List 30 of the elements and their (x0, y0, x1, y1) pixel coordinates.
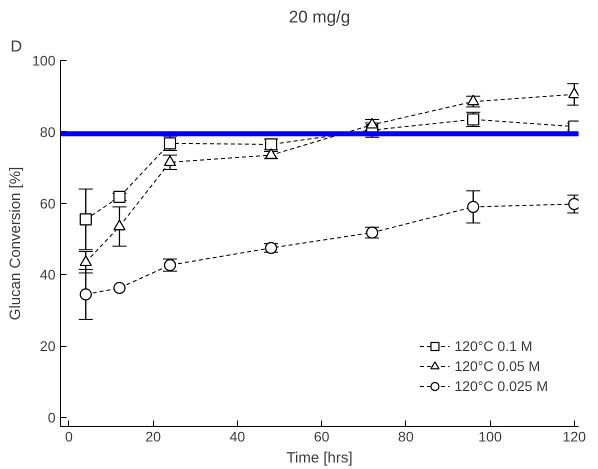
chart-title: 20 mg/g (288, 8, 350, 26)
text: D (10, 38, 22, 56)
y-tick-label: 60 (40, 195, 56, 212)
legend-label: 120°C 0.025 M (454, 378, 548, 394)
x-axis-title: Time [hrs] (286, 450, 353, 466)
y-tick-label: 100 (32, 52, 56, 68)
x-tick-label: 120 (562, 428, 586, 444)
x-tick-label: 20 (145, 428, 162, 444)
point (80, 288, 92, 300)
x-tick-label: 100 (478, 428, 502, 444)
x-tick-label: 0 (65, 428, 74, 444)
y-tick-label: 80 (40, 124, 56, 140)
y-tick-label: 20 (40, 338, 56, 354)
y-tick-label: 0 (48, 410, 56, 426)
y-tick-label: 40 (40, 266, 56, 283)
point (80, 255, 92, 266)
point (113, 220, 126, 230)
point (80, 213, 92, 226)
x-tick-label: 60 (314, 428, 330, 444)
point (467, 94, 480, 106)
point (467, 200, 480, 213)
y-axis-title: Glucan Conversion [%] (7, 166, 24, 320)
point (264, 148, 278, 159)
point (164, 155, 176, 166)
x-tick-label: 80 (398, 428, 414, 444)
legend-label: 120°C 0.05 M (454, 358, 540, 374)
x-tick-label: 40 (230, 428, 246, 444)
point (113, 282, 126, 294)
point (113, 190, 126, 203)
legend-label: 120°C 0.1 M (454, 338, 532, 354)
